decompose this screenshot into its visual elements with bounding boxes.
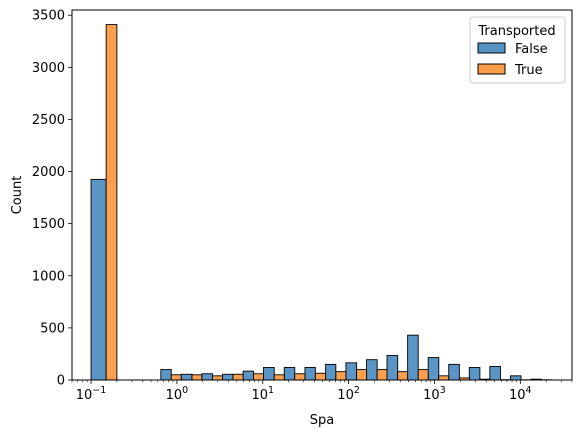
bar-false-7	[283, 367, 296, 381]
bar-false-3	[201, 373, 213, 381]
bar-true-10	[356, 369, 368, 381]
bar-true-6	[273, 374, 285, 381]
bar-false-8	[304, 367, 316, 381]
bar-true-7	[294, 373, 306, 381]
y-tick-label-4: 2000	[32, 165, 65, 180]
bar-false-10	[345, 362, 358, 381]
legend: Transported False True	[469, 16, 566, 84]
bar-false-9	[325, 363, 337, 381]
y-axis-label: Count	[10, 176, 25, 215]
y-tick-label-6: 3000	[32, 61, 65, 76]
bar-true-8	[314, 372, 327, 381]
bar-false-17	[489, 366, 501, 381]
bar-true-1	[170, 374, 182, 381]
y-tick-label-0: 0	[57, 374, 65, 389]
y-tick-label-7: 3500	[32, 9, 65, 24]
bar-false-16	[468, 367, 481, 381]
bar-false-0	[90, 178, 107, 381]
legend-label-true: True	[514, 63, 543, 78]
bars-group	[90, 24, 552, 381]
bar-false-11	[366, 359, 378, 381]
ticks-group: 0 500 1000 1500 2000 2500 3000 3500 10−1 100 101 10…	[32, 9, 573, 403]
plot-frame	[71, 9, 573, 381]
bar-false-13	[407, 334, 419, 381]
x-tick-label-0: 10−1	[76, 385, 107, 403]
bar-false-4	[222, 373, 234, 381]
legend-label-false: False	[515, 42, 548, 57]
bar-false-12	[386, 355, 399, 381]
legend-swatch-false	[477, 42, 506, 54]
bar-true-13	[417, 369, 429, 381]
bar-false-5	[242, 370, 254, 381]
bar-false-1	[160, 369, 172, 381]
bar-false-15	[448, 363, 460, 381]
x-tick-label-1: 100	[166, 385, 189, 403]
x-axis-label: Spa	[310, 413, 334, 428]
bar-false-2	[180, 373, 193, 381]
x-tick-label-4: 103	[423, 385, 446, 403]
bar-false-18	[509, 375, 522, 381]
y-tick-label-5: 2500	[32, 113, 65, 128]
x-tick-label-2: 101	[251, 385, 274, 403]
y-tick-label-3: 1500	[32, 217, 65, 232]
bar-true-4	[232, 373, 244, 381]
bar-true-0	[105, 24, 118, 381]
y-tick-label-1: 500	[40, 321, 65, 336]
bar-true-12	[397, 371, 409, 381]
bar-true-5	[253, 373, 264, 381]
legend-title: Transported	[477, 24, 555, 39]
y-tick-label-2: 1000	[32, 269, 65, 284]
x-tick-label-3: 102	[337, 385, 360, 403]
bar-false-6	[263, 367, 275, 381]
x-tick-label-5: 104	[509, 385, 532, 403]
bar-true-11	[376, 369, 388, 381]
bar-true-3	[212, 375, 223, 381]
bar-true-9	[335, 371, 347, 381]
bar-false-14	[427, 357, 440, 381]
bar-true-2	[191, 374, 203, 381]
bar-true-14	[438, 375, 450, 381]
legend-swatch-true	[477, 63, 506, 75]
